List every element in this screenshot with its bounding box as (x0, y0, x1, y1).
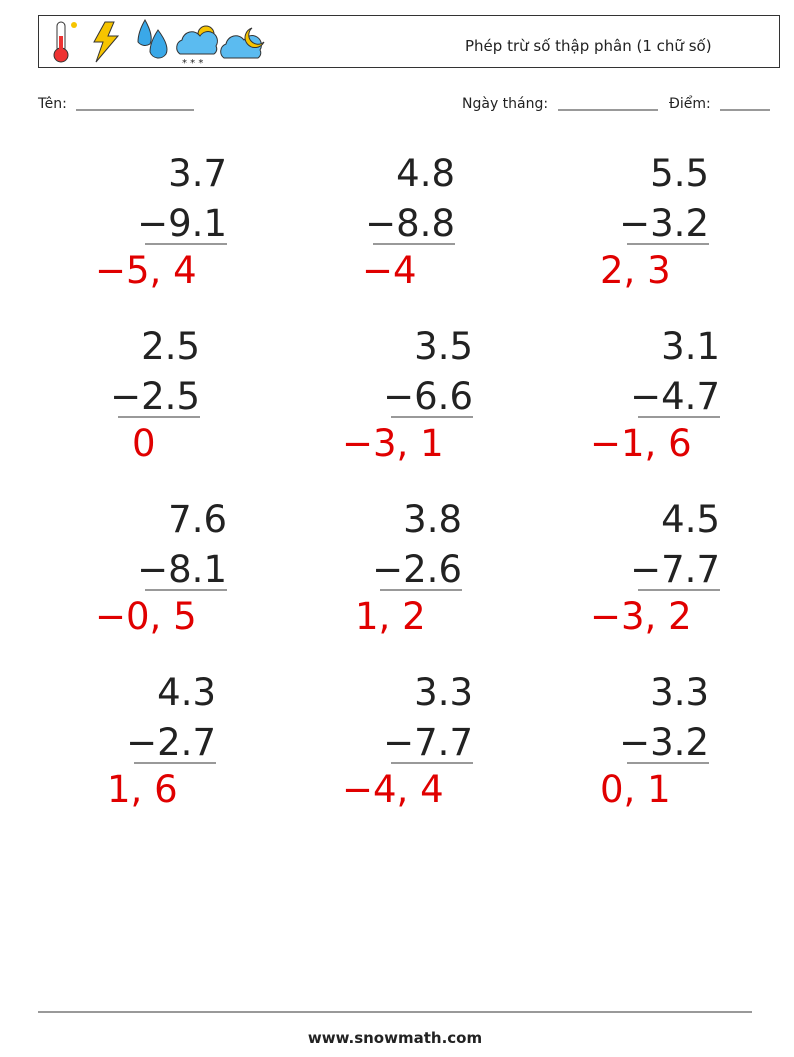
subtrahend: −6.6 (383, 375, 473, 418)
minuend: 3.3 (414, 671, 473, 714)
subtrahend: −3.2 (619, 721, 709, 764)
minuend: 4.5 (661, 498, 720, 541)
answer: 1, 2 (355, 595, 426, 638)
subtrahend: −3.2 (619, 202, 709, 245)
footer-site: www.snowmath.com (308, 1029, 482, 1047)
answer: 1, 6 (107, 768, 178, 811)
minuend: 3.5 (414, 325, 473, 368)
answer: −4, 4 (342, 768, 444, 811)
subtrahend: −7.7 (630, 548, 720, 591)
date-label: Ngày tháng: (462, 96, 548, 112)
score-label: Điểm: (669, 95, 711, 112)
svg-text:* * *: * * * (182, 58, 203, 69)
answer: 0, 1 (600, 768, 671, 811)
answer: 0 (132, 422, 156, 465)
answer: −3, 2 (590, 595, 692, 638)
minuend: 3.3 (650, 671, 709, 714)
answer: −4 (362, 249, 417, 292)
minuend: 4.8 (396, 152, 455, 195)
subtrahend: −8.1 (137, 548, 227, 591)
answer: 2, 3 (600, 249, 671, 292)
answer: −3, 1 (342, 422, 444, 465)
answer: −0, 5 (95, 595, 197, 638)
subtrahend: −9.1 (137, 202, 227, 245)
problems: 3.7−9.1−5, 44.8−8.8−45.5−3.22, 32.5−2.50… (95, 152, 720, 811)
answer: −5, 4 (95, 249, 197, 292)
name-label: Tên: (37, 96, 67, 112)
answer: −1, 6 (590, 422, 692, 465)
header-box (38, 15, 780, 68)
subtrahend: −4.7 (630, 375, 720, 418)
minuend: 7.6 (168, 498, 227, 541)
minuend: 3.7 (168, 152, 227, 195)
subtrahend: −2.7 (126, 721, 216, 764)
weather-icons: * * * (53, 18, 265, 69)
minuend: 2.5 (141, 325, 200, 368)
title: Phép trừ số thập phân (1 chữ số) (465, 37, 712, 55)
subtrahend: −2.6 (372, 548, 462, 591)
minuend: 3.1 (661, 325, 720, 368)
subtrahend: −8.8 (365, 202, 455, 245)
subtrahend: −7.7 (383, 721, 473, 764)
subtrahend: −2.5 (110, 375, 200, 418)
minuend: 5.5 (650, 152, 709, 195)
minuend: 4.3 (157, 671, 216, 714)
minuend: 3.8 (403, 498, 462, 541)
